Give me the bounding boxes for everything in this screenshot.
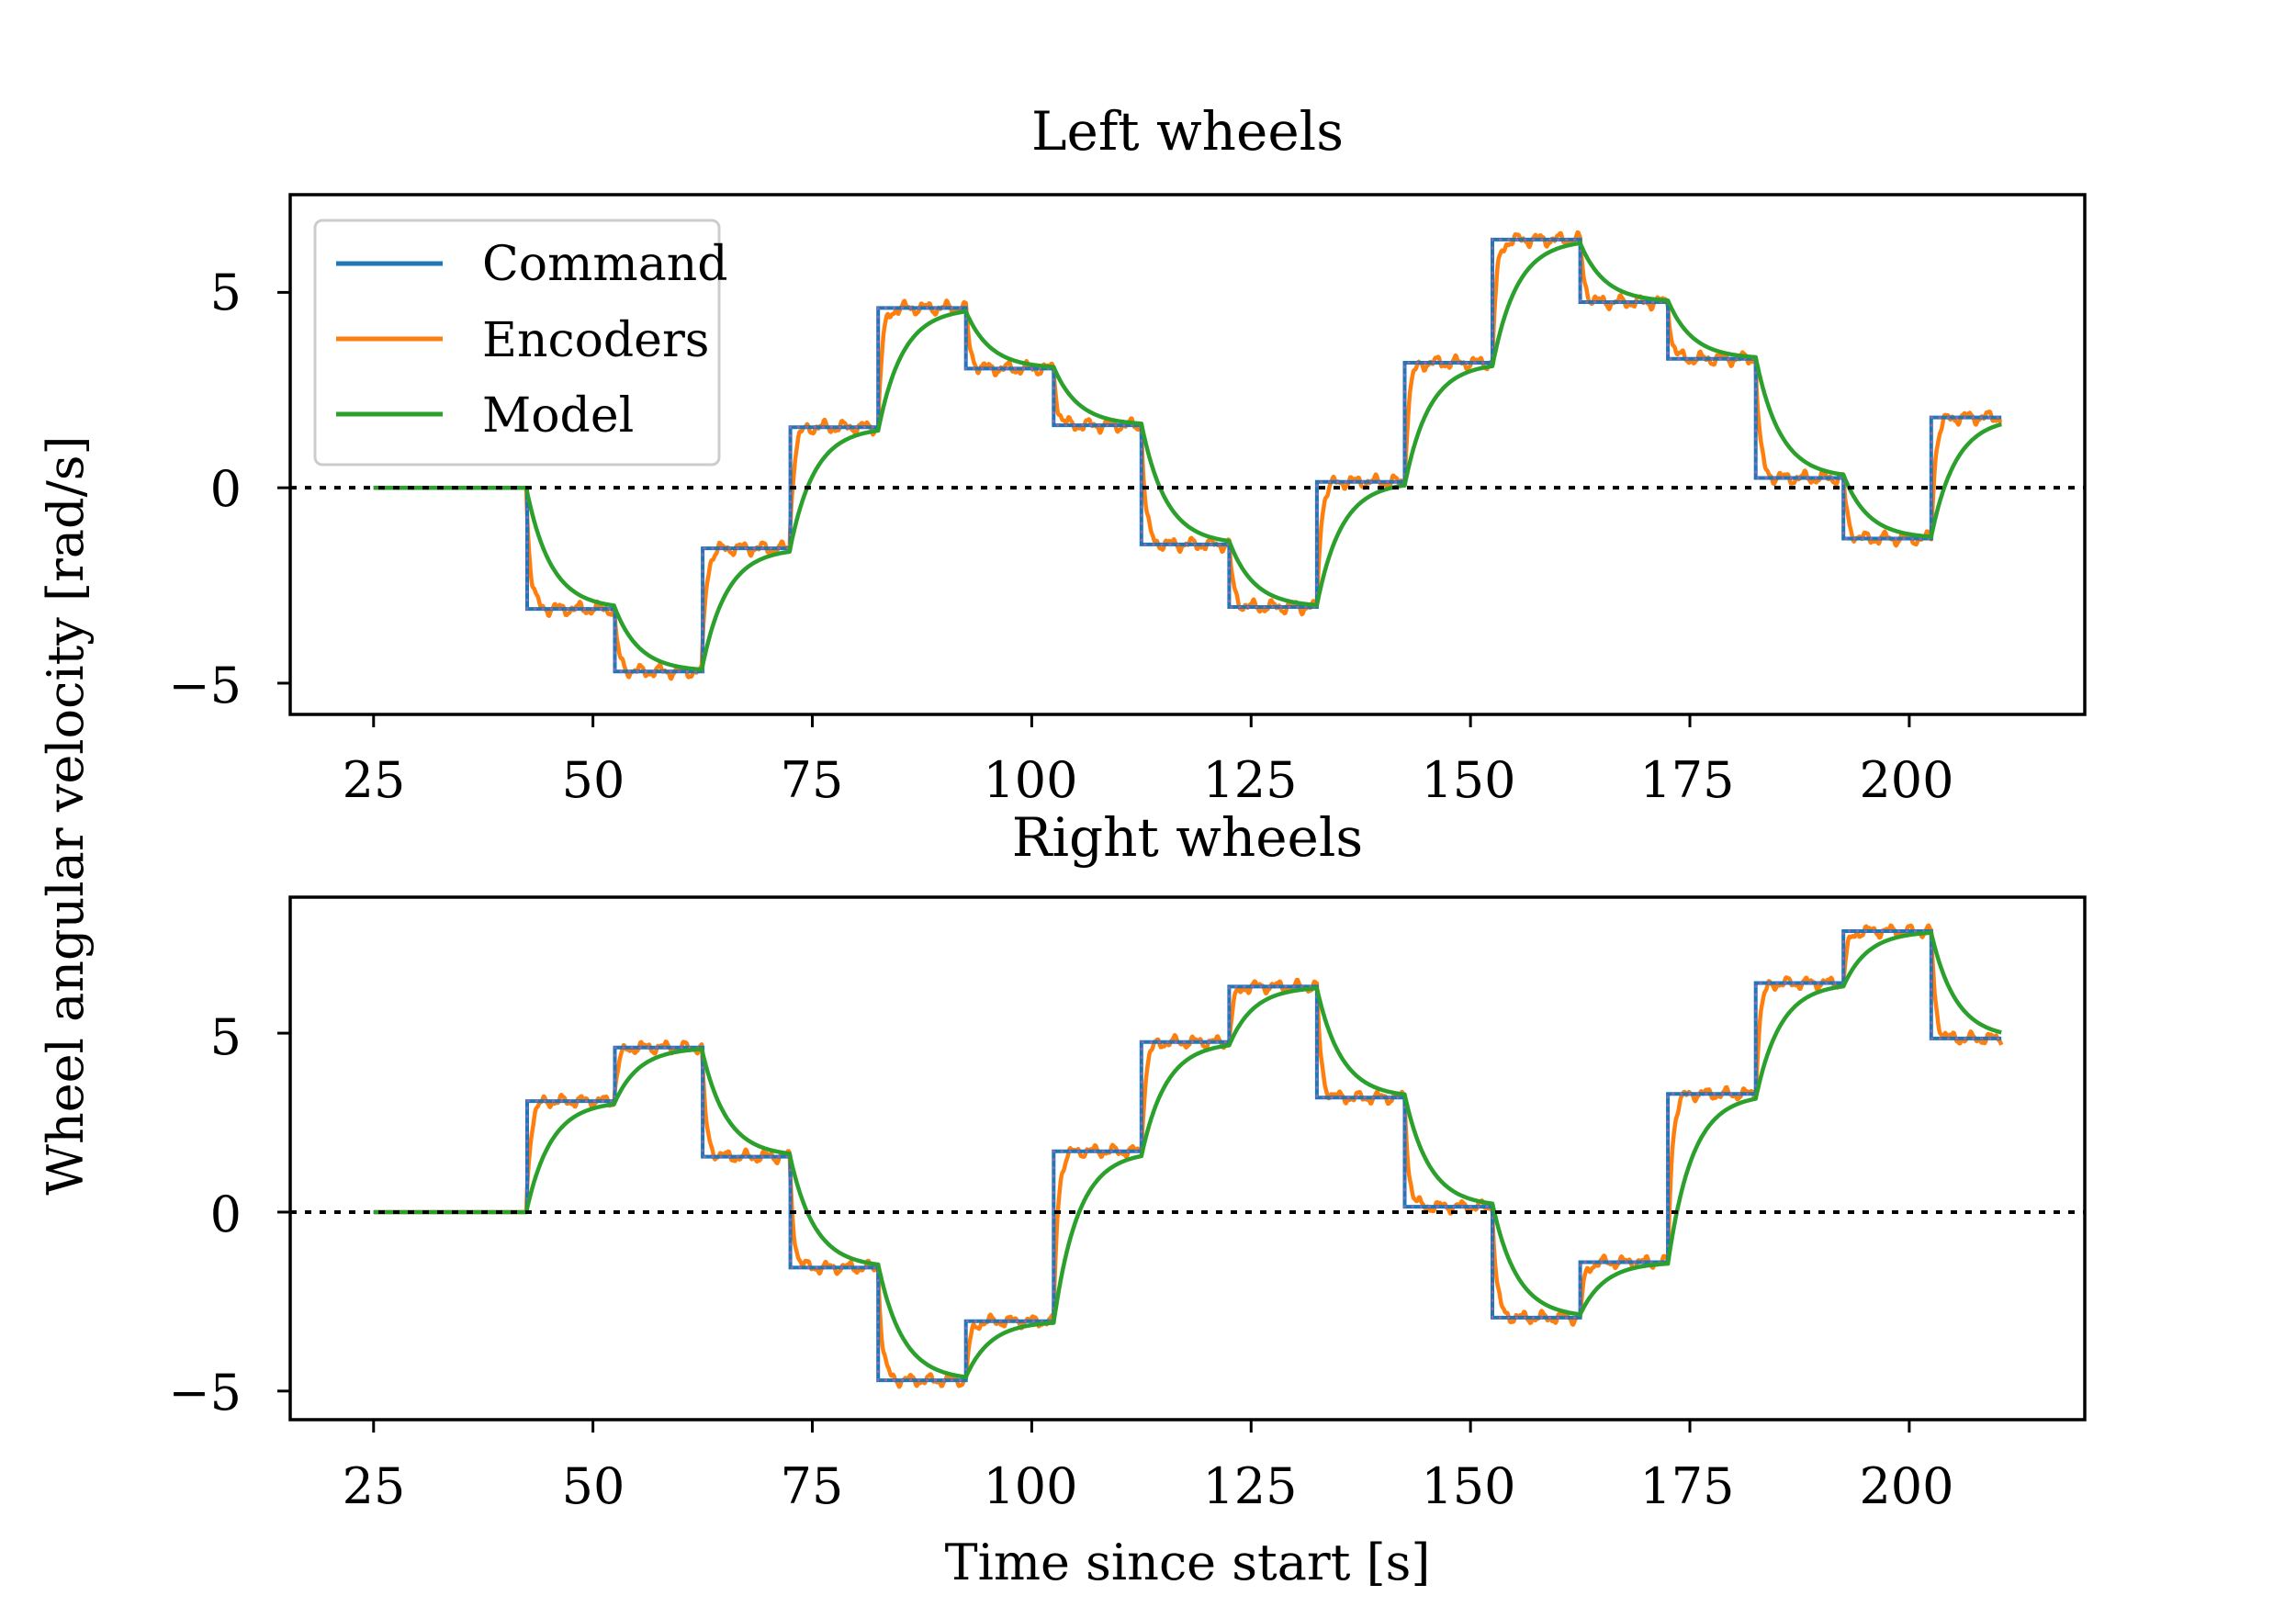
ytick-labels: −5 0 5 [168,1008,242,1422]
xtick-label-150: 150 [1421,751,1515,809]
xtick-label-200: 200 [1859,751,1953,809]
legend-label-command: Command [482,237,728,292]
legend: Command Encoders Model [313,219,728,466]
panel-title: Right wheels [1012,806,1363,869]
xtick-label-25: 25 [343,751,406,809]
panel-title: Left wheels [1031,100,1344,163]
legend-label-model: Model [482,388,634,444]
xtick-label-175: 175 [1639,1457,1734,1515]
xtick-label-100: 100 [983,1457,1077,1515]
ytick-label-0: 0 [210,1186,242,1243]
xtick-label-200: 200 [1859,1457,1953,1515]
x-axis-label: Time since start [s] [945,1534,1431,1591]
xtick-label-100: 100 [983,751,1077,809]
xtick-label-125: 125 [1202,1457,1297,1515]
ytick-label-0: 0 [210,460,242,518]
panel-right-wheels: Right wheels −5 0 5 25 50 75 100 125 150… [168,806,2087,1515]
ytick-label-5: 5 [210,264,242,321]
xtick-label-25: 25 [343,1457,406,1515]
series-model-line [372,930,2003,1379]
xtick-label-50: 50 [562,1457,625,1515]
ytick-label-minus5: −5 [168,657,242,714]
axes-frame [288,895,2087,1422]
plot-area [290,230,2085,681]
series-command-line [373,929,2002,1383]
plot-area [290,923,2085,1389]
legend-frame [313,219,721,466]
axes-frame [288,193,2087,716]
legend-label-encoders: Encoders [482,313,709,368]
xtick-label-75: 75 [781,1457,844,1515]
xtick-label-50: 50 [562,751,625,809]
series-model-line [372,241,2003,672]
xtick-label-150: 150 [1421,1457,1515,1515]
series-command-dotted [373,238,2002,673]
xtick-label-125: 125 [1202,751,1297,809]
xtick-label-175: 175 [1639,751,1734,809]
panel-left-wheels: Left wheels −5 0 5 25 50 75 100 125 150 … [168,100,2087,809]
xtick-labels: 25 50 75 100 125 150 175 200 [343,751,1954,809]
ytick-labels: −5 0 5 [168,264,242,714]
y-axis-label: Wheel angular velocity [rad/s] [37,435,95,1195]
xtick-label-75: 75 [781,751,844,809]
ytick-label-5: 5 [210,1008,242,1066]
ytick-label-minus5: −5 [168,1364,242,1422]
xtick-labels: 25 50 75 100 125 150 175 200 [343,1457,1954,1515]
